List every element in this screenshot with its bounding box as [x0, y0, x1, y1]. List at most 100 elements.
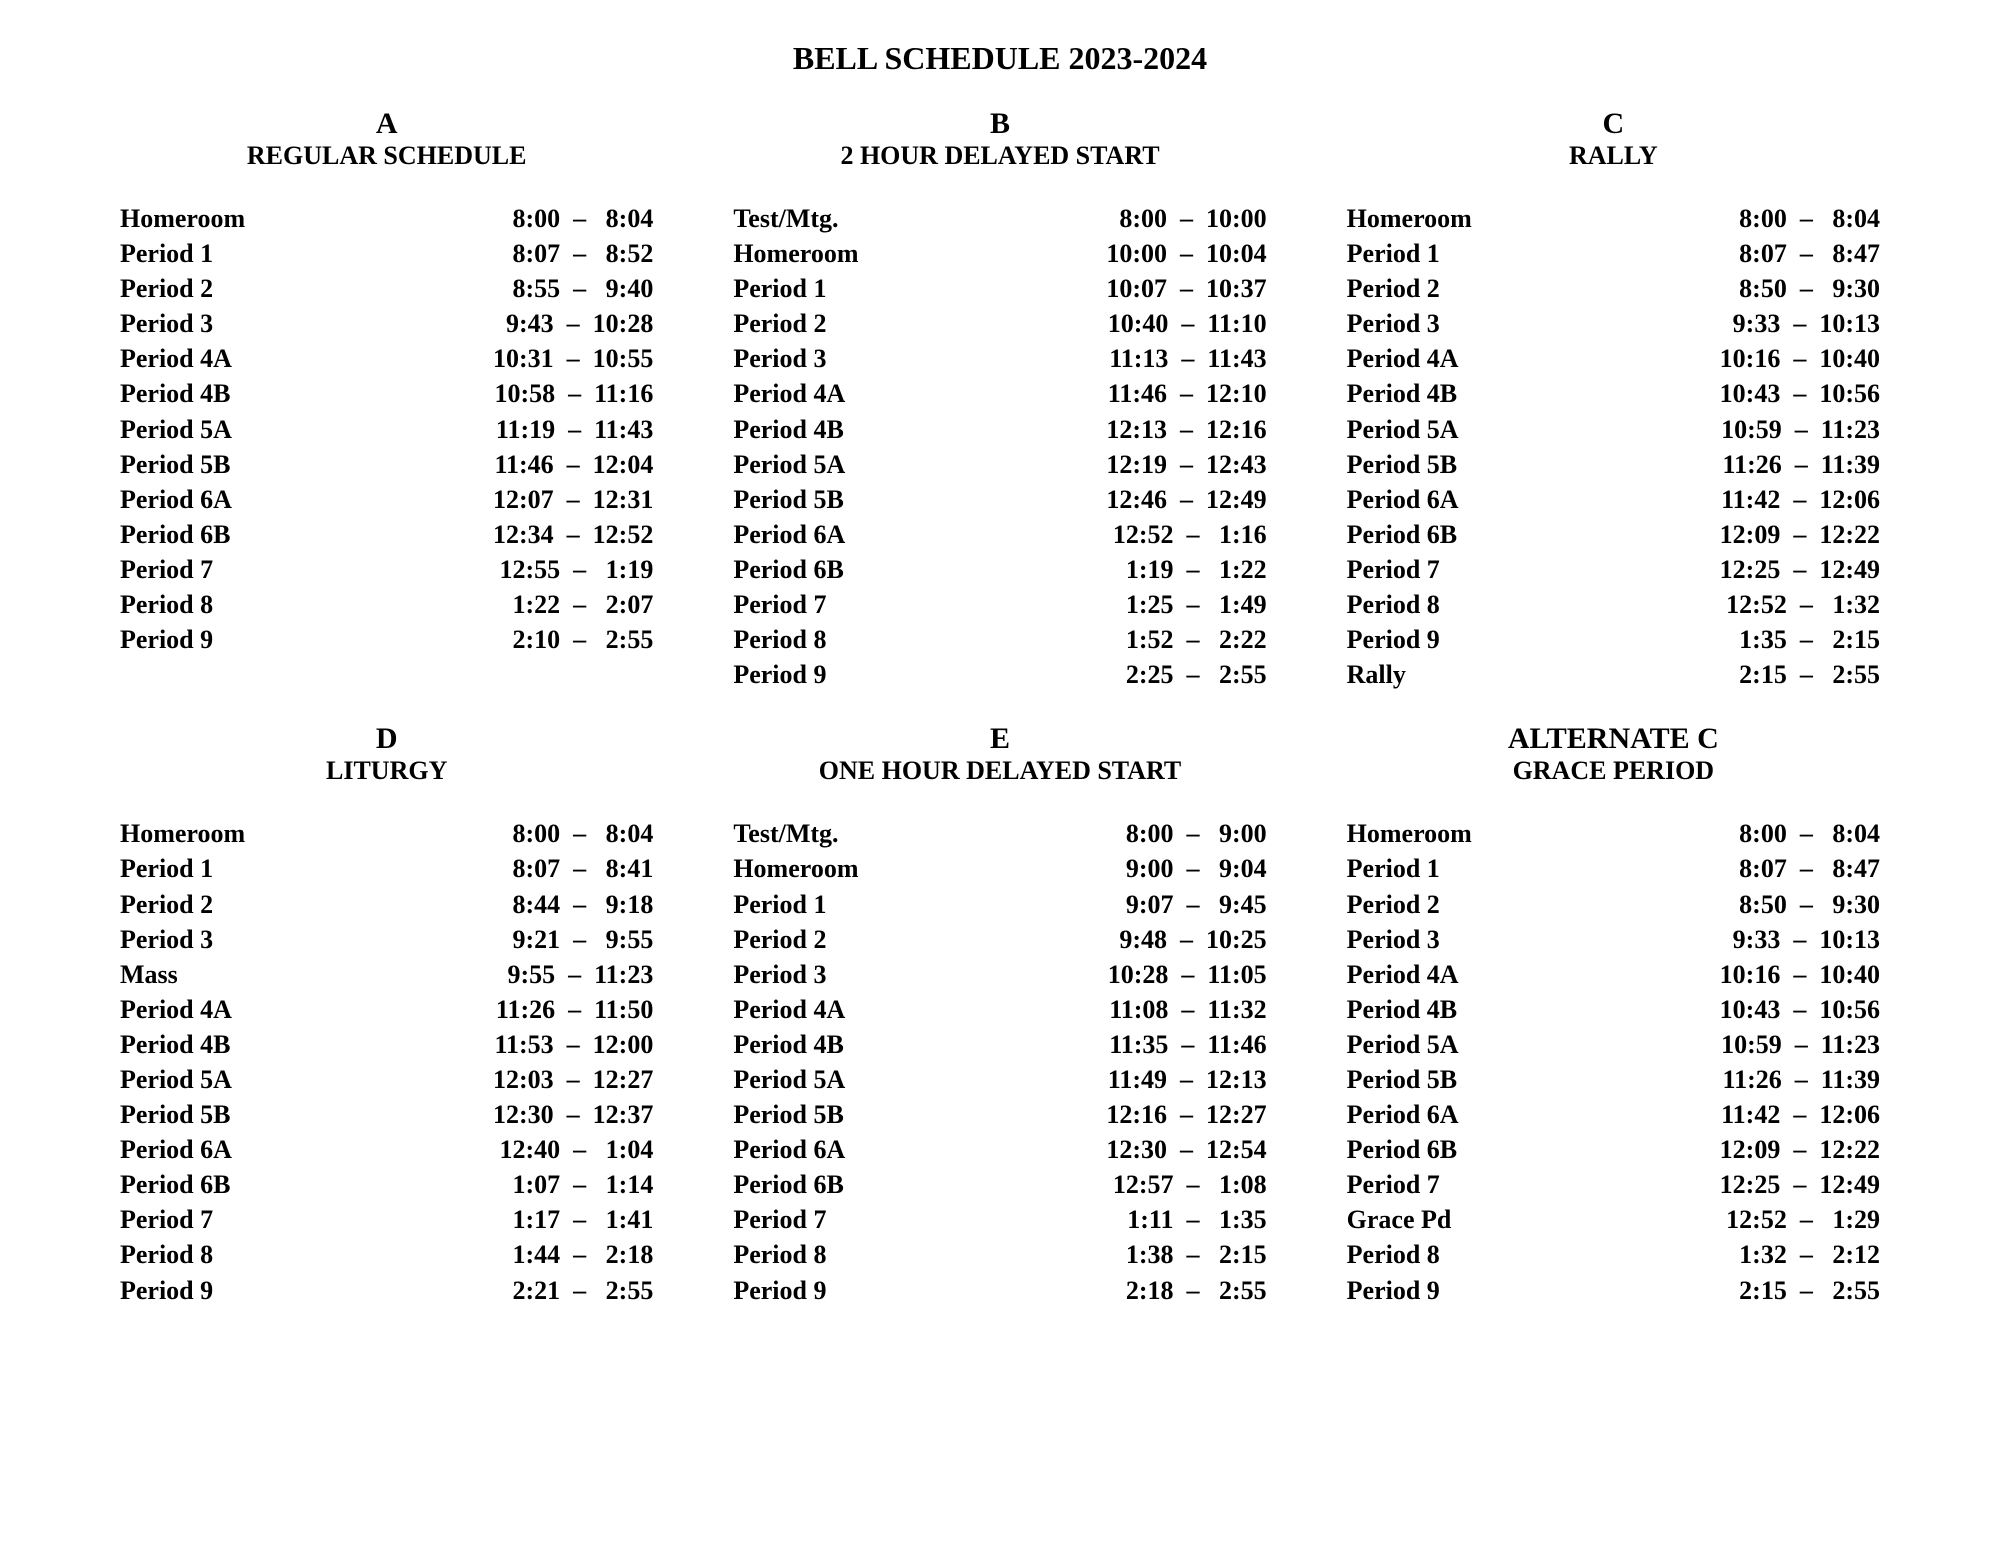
period-label: Period 6A: [120, 482, 300, 517]
period-time: 2:21 – 2:55: [300, 1273, 653, 1308]
schedule-letter: C: [1347, 107, 1880, 141]
schedule-row: Period 5A11:49 – 12:13: [733, 1062, 1266, 1097]
schedule-row: Period 5B12:30 – 12:37: [120, 1097, 653, 1132]
period-label: Homeroom: [120, 201, 300, 236]
period-time: 12:25 – 12:49: [1527, 552, 1880, 587]
period-label: Period 5B: [120, 447, 300, 482]
schedule-row: Period 8 1:44 – 2:18: [120, 1237, 653, 1272]
period-label: Period 2: [733, 306, 913, 341]
period-time: 11:13 – 11:43: [913, 341, 1266, 376]
schedule-row: Period 9 2:10 – 2:55: [120, 622, 653, 657]
schedule-row: Period 2 8:44 – 9:18: [120, 887, 653, 922]
period-time: 10:28 – 11:05: [913, 957, 1266, 992]
schedule-row: Period 6B12:34 – 12:52: [120, 517, 653, 552]
schedule-row: Period 7 1:25 – 1:49: [733, 587, 1266, 622]
period-label: Period 3: [733, 341, 913, 376]
schedule-row: Period 110:07 – 10:37: [733, 271, 1266, 306]
schedule-row: Homeroom 8:00 – 8:04: [120, 816, 653, 851]
period-time: 12:30 – 12:37: [300, 1097, 653, 1132]
schedule-name: RALLY: [1347, 141, 1880, 171]
schedule-row: Period 9 1:35 – 2:15: [1347, 622, 1880, 657]
period-time: 8:00 – 10:00: [913, 201, 1266, 236]
schedule-row: Period 5B11:46 – 12:04: [120, 447, 653, 482]
period-label: Period 4A: [120, 992, 300, 1027]
period-label: Period 4B: [733, 412, 913, 447]
period-time: 10:16 – 10:40: [1527, 341, 1880, 376]
schedule-row: Period 4B11:35 – 11:46: [733, 1027, 1266, 1062]
period-label: Test/Mtg.: [733, 201, 913, 236]
schedule-row: Period 4B12:13 – 12:16: [733, 412, 1266, 447]
period-time: 12:16 – 12:27: [913, 1097, 1266, 1132]
period-time: 10:59 – 11:23: [1527, 412, 1880, 447]
period-label: Period 6B: [1347, 1132, 1527, 1167]
period-label: Period 5B: [1347, 447, 1527, 482]
schedule-row: Period 4A11:08 – 11:32: [733, 992, 1266, 1027]
period-time: 11:19 – 11:43: [300, 412, 653, 447]
period-label: Period 5B: [733, 1097, 913, 1132]
period-time: 10:31 – 10:55: [300, 341, 653, 376]
period-time: 8:50 – 9:30: [1527, 271, 1880, 306]
period-time: 10:16 – 10:40: [1527, 957, 1880, 992]
period-label: Period 1: [1347, 236, 1527, 271]
period-label: Period 7: [1347, 552, 1527, 587]
period-label: Period 7: [733, 587, 913, 622]
period-label: Period 6A: [733, 1132, 913, 1167]
period-label: Period 4A: [1347, 957, 1527, 992]
period-label: Period 5B: [733, 482, 913, 517]
schedule-row: Period 210:40 – 11:10: [733, 306, 1266, 341]
period-time: 1:38 – 2:15: [913, 1237, 1266, 1272]
period-label: Period 3: [1347, 306, 1527, 341]
period-label: Period 6A: [120, 1132, 300, 1167]
period-label: Period 1: [120, 851, 300, 886]
period-time: 12:57 – 1:08: [913, 1167, 1266, 1202]
period-label: Homeroom: [733, 236, 913, 271]
period-label: Homeroom: [120, 816, 300, 851]
schedule-row: Period 4B10:43 – 10:56: [1347, 992, 1880, 1027]
period-time: 12:55 – 1:19: [300, 552, 653, 587]
period-label: Period 7: [733, 1202, 913, 1237]
schedule-row: Grace Pd12:52 – 1:29: [1347, 1202, 1880, 1237]
period-label: Period 9: [733, 1273, 913, 1308]
schedule-row: Rally 2:15 – 2:55: [1347, 657, 1880, 692]
schedule-letter: E: [733, 722, 1266, 756]
schedule-row: Period 8 1:38 – 2:15: [733, 1237, 1266, 1272]
period-label: Period 8: [733, 622, 913, 657]
schedule-row: Period 712:25 – 12:49: [1347, 552, 1880, 587]
period-label: Period 5A: [120, 1062, 300, 1097]
period-label: Period 9: [120, 1273, 300, 1308]
period-time: 10:40 – 11:10: [913, 306, 1266, 341]
period-label: Homeroom: [1347, 816, 1527, 851]
schedule-block: DLITURGYHomeroom 8:00 – 8:04Period 1 8:0…: [120, 722, 653, 1307]
schedule-row: Period 3 9:33 – 10:13: [1347, 306, 1880, 341]
schedule-block: B2 HOUR DELAYED START Test/Mtg. 8:00 – 10…: [733, 107, 1266, 692]
schedule-letter: B: [733, 107, 1266, 141]
schedule-letter: D: [120, 722, 653, 756]
schedule-row: Period 4A10:16 – 10:40: [1347, 341, 1880, 376]
period-time: 2:25 – 2:55: [913, 657, 1266, 692]
schedule-name: 2 HOUR DELAYED START: [733, 141, 1266, 171]
period-label: Period 4A: [120, 341, 300, 376]
schedule-row: Period 9 2:25 – 2:55: [733, 657, 1266, 692]
period-label: Period 6A: [1347, 482, 1527, 517]
period-time: 11:26 – 11:39: [1527, 1062, 1880, 1097]
period-time: 9:07 – 9:45: [913, 887, 1266, 922]
period-label: Grace Pd: [1347, 1202, 1527, 1237]
period-label: Period 4A: [733, 992, 913, 1027]
period-time: 12:13 – 12:16: [913, 412, 1266, 447]
period-time: 12:25 – 12:49: [1527, 1167, 1880, 1202]
schedule-row: Period 6B12:09 – 12:22: [1347, 1132, 1880, 1167]
schedule-row: Period 3 9:33 – 10:13: [1347, 922, 1880, 957]
period-label: Period 5A: [1347, 412, 1527, 447]
schedule-row: Period 2 9:48 – 10:25: [733, 922, 1266, 957]
period-label: Period 9: [1347, 622, 1527, 657]
period-time: 12:52 – 1:29: [1527, 1202, 1880, 1237]
period-time: 1:07 – 1:14: [300, 1167, 653, 1202]
schedule-row: Period 6A12:30 – 12:54: [733, 1132, 1266, 1167]
period-label: Period 3: [120, 922, 300, 957]
period-label: Period 4A: [733, 376, 913, 411]
period-time: 12:30 – 12:54: [913, 1132, 1266, 1167]
period-time: 9:21 – 9:55: [300, 922, 653, 957]
schedule-row: Period 4A11:46 – 12:10: [733, 376, 1266, 411]
page-title: BELL SCHEDULE 2023-2024: [120, 40, 1880, 77]
period-label: Period 4B: [120, 1027, 300, 1062]
